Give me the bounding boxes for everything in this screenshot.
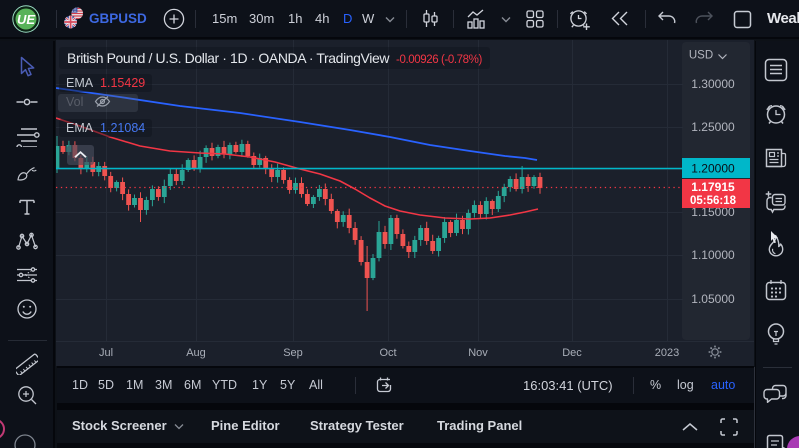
svg-text:1.20000: 1.20000 xyxy=(691,162,735,176)
svg-text:1.30000: 1.30000 xyxy=(691,77,735,91)
svg-text:UE: UE xyxy=(17,12,35,27)
svg-text:05:56:18: 05:56:18 xyxy=(690,195,737,207)
svg-text:USD: USD xyxy=(689,50,713,62)
svg-text:Oct: Oct xyxy=(379,347,396,359)
svg-text:Sep: Sep xyxy=(283,347,303,359)
svg-text:1.25000: 1.25000 xyxy=(691,120,735,134)
svg-text:1.05000: 1.05000 xyxy=(691,292,735,306)
svg-text:Jul: Jul xyxy=(99,347,113,359)
svg-text:1.10000: 1.10000 xyxy=(691,248,735,262)
svg-text:Aug: Aug xyxy=(186,347,206,359)
svg-text:1.17915: 1.17915 xyxy=(691,180,735,194)
svg-text:2023: 2023 xyxy=(655,347,679,359)
svg-text:1.15000: 1.15000 xyxy=(691,205,735,219)
svg-text:Nov: Nov xyxy=(468,347,488,359)
svg-text:Dec: Dec xyxy=(562,347,582,359)
